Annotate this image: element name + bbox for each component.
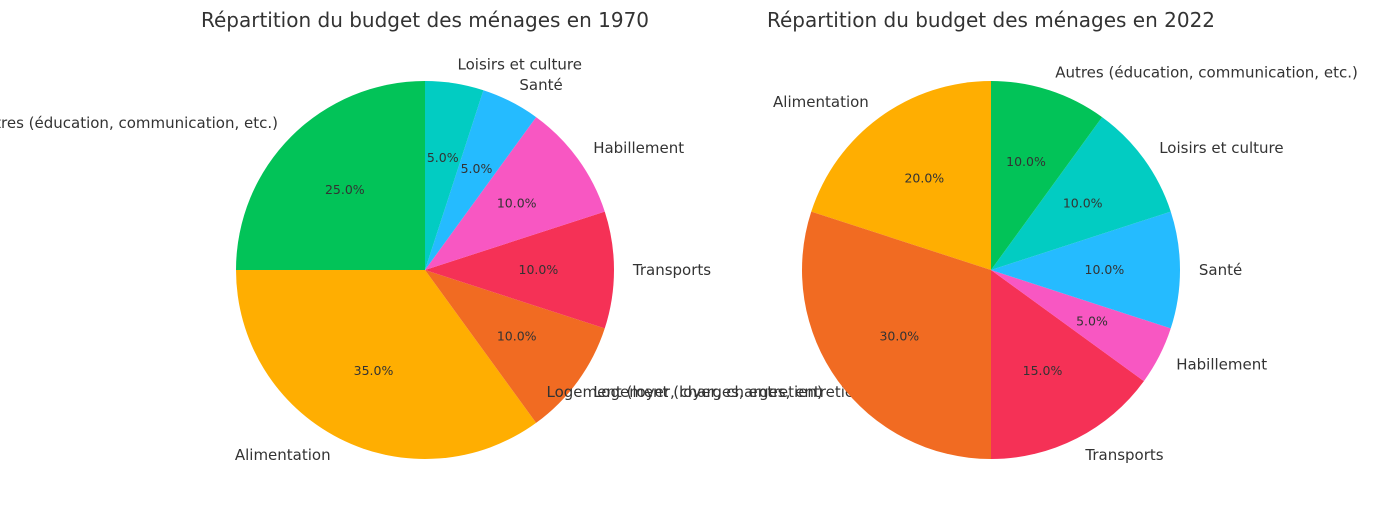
category-label: Santé [519, 76, 562, 94]
category-label: Loisirs et culture [458, 56, 582, 74]
pie-percent-labels: 25.0% 35.0% 10.0% 10.0% 10.0% 5.0%5.0% [325, 150, 558, 378]
category-label: Logement (loyer, charges, entretien) [593, 383, 869, 401]
pie-slices [802, 81, 1180, 459]
category-label: Transports [1084, 446, 1163, 464]
chart-title: Répartition du budget des ménages en 202… [767, 8, 1215, 32]
chart-title: Répartition du budget des ménages en 197… [201, 8, 649, 32]
percent-label: 20.0% [904, 170, 944, 185]
pie-slice-logement-loyer-charges-entretien [802, 211, 991, 459]
pie-slice-autres-education-communication-etc [991, 81, 1103, 270]
category-label: Santé [1199, 261, 1242, 279]
pie-slice-alimentation [236, 270, 537, 459]
percent-label: 25.0% [325, 182, 365, 197]
category-label: Loisirs et culture [1159, 139, 1283, 157]
pie-chart-1970: Répartition du budget des ménages en 197… [0, 8, 869, 464]
pie-slice-loisirs-et-culture [425, 81, 484, 270]
percent-label: 10.0% [1063, 195, 1103, 210]
pie-slice-habillement [991, 270, 1171, 382]
pie-slice-alimentation [811, 81, 991, 270]
category-label: Habillement [593, 139, 684, 157]
percent-label: 10.0% [497, 195, 537, 210]
category-label: Autres (éducation, communication, etc.) [0, 114, 278, 132]
percent-label: 35.0% [354, 363, 394, 378]
percent-label: 15.0% [1023, 363, 1063, 378]
pie-slice-sante [991, 211, 1180, 329]
category-label: Logement (loyer, charges, entretien) [547, 383, 823, 401]
category-label: Habillement [1176, 355, 1267, 373]
percent-label: 5.0% [1076, 314, 1108, 329]
pie-chart-2022: Répartition du budget des ménages en 202… [547, 8, 1358, 464]
pie-slice-transports [991, 270, 1144, 459]
pie-category-labels: Alimentation Logement (loyer, charges, en… [547, 63, 1358, 464]
percent-label: 5.0% [461, 161, 493, 176]
pie-slice-habillement [425, 117, 605, 270]
category-label: Autres (éducation, communication, etc.) [1055, 63, 1358, 81]
pie-category-labels: Autres (éducation, communication, etc.) A… [0, 56, 869, 465]
percent-label: 10.0% [1085, 262, 1125, 277]
percent-label: 10.0% [1006, 154, 1046, 169]
pie-slices [236, 81, 614, 459]
category-label: Alimentation [235, 446, 331, 464]
pie-slice-logement-loyer-charges-entretien [425, 270, 605, 423]
pie-percent-labels: 20.0% 30.0% 15.0% 5.0% 10.0% 10.0% 10.0% [879, 154, 1124, 378]
pie-slice-transports [425, 211, 614, 329]
category-label: Transports [632, 261, 711, 279]
percent-label: 5.0% [427, 150, 459, 165]
percent-label: 10.0% [519, 262, 559, 277]
pie-slice-loisirs-et-culture [991, 117, 1171, 270]
category-label: Alimentation [773, 93, 869, 111]
percent-label: 30.0% [879, 329, 919, 344]
pie-slice-sante [425, 90, 537, 270]
pie-slice-autres-education-communication-etc [236, 81, 425, 270]
percent-label: 10.0% [497, 329, 537, 344]
